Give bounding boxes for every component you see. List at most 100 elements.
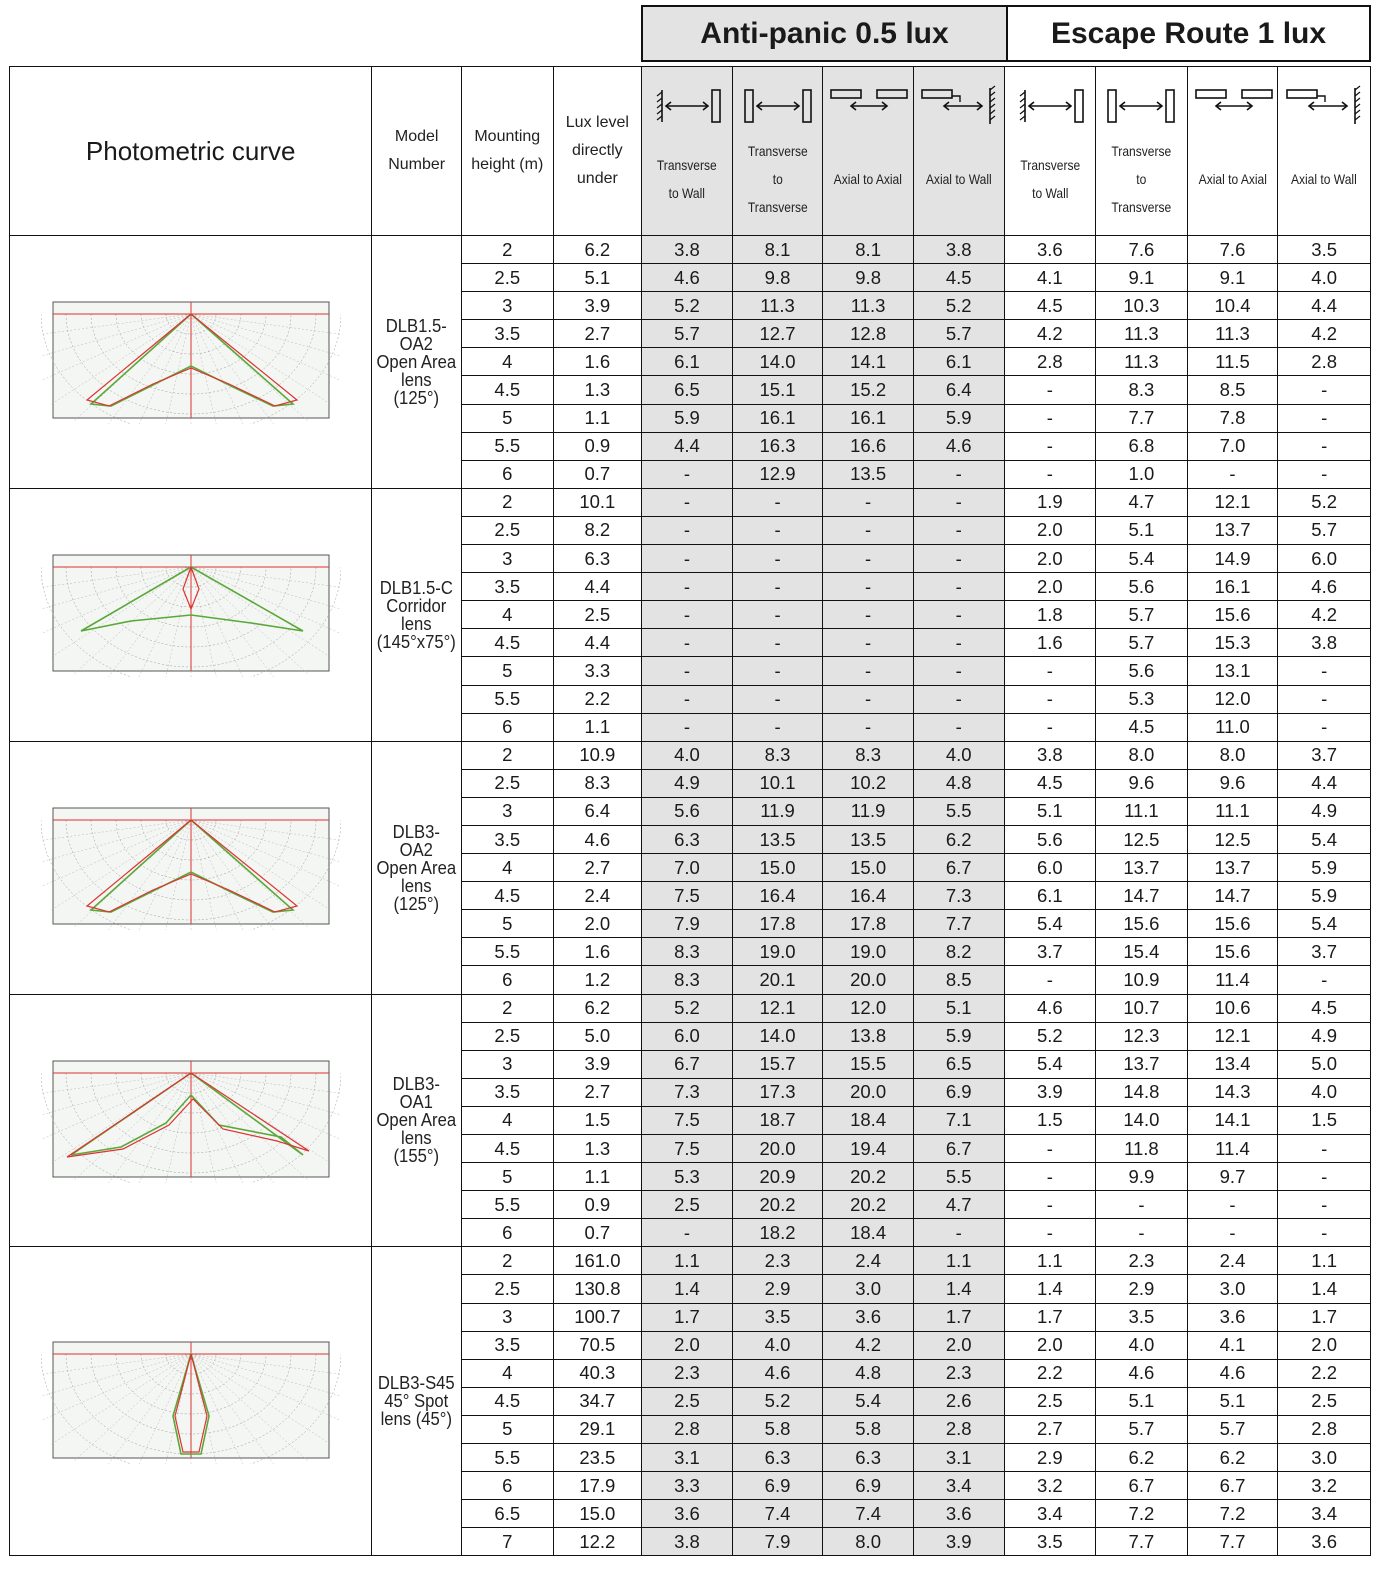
table-row: 5 1.1 5.3 20.9 20.2 5.5-9.9 9.7- [10,1162,1371,1192]
distance-value-cell: 12.5 [1095,824,1188,855]
distance-value-cell: 7.2 [1186,1499,1279,1529]
distance-value-cell: 15.5 [822,1049,914,1079]
distance-value-cell: 5.2 [912,291,1005,321]
distance-value-cell: 4.6 [1003,993,1097,1023]
table-row: 4 2.7 7.0 15.0 15.0 6.7 6.0 13.7 13.7 5.9 [10,853,1371,883]
distance-value-cell: 12.0 [822,993,914,1023]
lux-level-cell: 2.0 [552,909,643,939]
distance-value-cell: 11.8 [1095,1133,1188,1164]
distance-value-cell: 17.8 [731,909,824,939]
distance-value-cell: 5.2 [641,993,733,1023]
distance-value-cell: - [1003,965,1097,995]
distance-value-cell: 5.4 [1277,824,1371,855]
mounting-height-cell: 4 [460,853,554,883]
distance-value-cell: 5.5 [912,1162,1005,1192]
axial-to-axial-icon [824,78,913,134]
distance-value-cell: 3.6 [641,1499,733,1529]
distance-value-cell: - [1277,1218,1371,1248]
distance-value-cell: 11.1 [1095,796,1188,826]
distance-value-cell: 14.8 [1095,1077,1188,1107]
distance-value-cell: 7.2 [1095,1499,1188,1529]
anti-panic-axial-to-axial-header: Axial to Axial [822,66,914,236]
distance-value-cell: 5.1 [1095,1386,1188,1416]
distance-value-cell: 3.5 [731,1302,824,1332]
distance-value-cell: - [641,572,733,602]
distance-value-cell: 4.2 [1277,600,1371,630]
table-row: 3.5 2.7 5.7 12.7 12.8 5.7 4.2 11.3 11.3 4.2 [10,319,1371,349]
distance-value-cell: 17.3 [731,1077,824,1107]
table-row: 3.5 4.6 6.3 13.5 13.5 6.2 5.6 12.5 12.5 5.4 [10,824,1371,855]
distance-value-cell: 12.8 [822,319,914,349]
distance-value-cell: 4.0 [912,740,1005,770]
distance-value-cell: 1.4 [641,1274,733,1304]
distance-value-cell: - [641,600,733,630]
distance-value-cell: 10.7 [1095,993,1188,1023]
table-row: 2.5 5.1 4.6 9.8 9.8 4.5 4.1 9.1 9.1 4.0 [10,263,1371,293]
table-row: 3 6.4 5.6 11.9 11.9 5.5 5.1 11.1 11.1 4.9 [10,796,1371,826]
lux-level-cell: 70.5 [552,1330,643,1360]
table-row: 5.5 0.9 2.5 20.2 20.2 4.7- - - - [10,1190,1371,1220]
distance-value-cell: 11.3 [822,291,914,321]
distance-value-cell: - [1003,1162,1097,1192]
lux-level-cell: 1.6 [552,937,643,967]
mounting-height-cell: 3 [460,544,554,574]
lux-level-cell: 40.3 [552,1358,643,1388]
distance-value-cell: 2.9 [1003,1443,1097,1473]
distance-value-cell: 6.1 [641,347,733,377]
mounting-height-cell: 4.5 [460,1133,554,1164]
distance-value-cell: - [1003,375,1097,405]
distance-value-cell: 4.5 [1277,993,1371,1023]
axial-to-axial-icon [1188,78,1277,134]
distance-value-cell: 20.2 [822,1190,914,1220]
mounting-height-cell: 2.5 [460,515,554,546]
distance-value-cell: 9.6 [1186,768,1279,798]
distance-value-cell: 1.0 [1095,459,1188,489]
distance-value-cell: 11.3 [1095,319,1188,349]
distance-value-cell: 7.1 [912,1105,1005,1136]
mounting-height-cell: 3.5 [460,824,554,855]
distance-value-cell: 10.2 [822,768,914,798]
distance-value-cell: - [822,544,914,574]
lux-level-cell: 1.1 [552,1162,643,1192]
distance-value-cell: 5.7 [641,319,733,349]
distance-value-cell: 7.9 [641,909,733,939]
lux-level-cell: 1.3 [552,1133,643,1164]
photometric-table: Photometric curve Model Number Mounting he… [8,66,1371,1557]
distance-value-cell: - [822,487,914,517]
lux-level-cell: 29.1 [552,1414,643,1445]
distance-value-cell: 5.9 [1277,853,1371,883]
distance-value-cell: 2.8 [641,1414,733,1445]
mounting-height-cell: 3 [460,796,554,826]
distance-value-cell: 4.6 [641,263,733,293]
distance-value-cell: 15.6 [1186,909,1279,939]
distance-value-cell: 4.8 [822,1358,914,1388]
table-row: 5.5 1.6 8.3 19.0 19.0 8.2 3.7 15.4 15.6 3.7 [10,937,1371,967]
distance-value-cell: - [1095,1218,1188,1248]
distance-value-cell: 7.7 [912,909,1005,939]
distance-value-cell: 4.0 [1095,1330,1188,1360]
distance-value-cell: 1.8 [1003,600,1097,630]
distance-value-cell: 13.7 [1095,853,1188,883]
mounting-height-cell: 3.5 [460,1330,554,1360]
distance-value-cell: 4.5 [1095,712,1188,742]
distance-value-cell: 2.9 [1095,1274,1188,1304]
table-row: 2.5 5.0 6.0 14.0 13.8 5.9 5.2 12.3 12.1 4.9 [10,1021,1371,1051]
distance-value-cell: 4.9 [641,768,733,798]
distance-value-cell: 9.7 [1186,1162,1279,1192]
distance-value-cell: - [731,572,824,602]
lux-level-cell: 6.3 [552,544,643,574]
distance-value-cell: - [912,656,1005,686]
mounting-height-cell: 2 [460,740,554,770]
lux-level-cell: 0.9 [552,1190,643,1220]
distance-value-cell: 3.5 [1003,1527,1097,1557]
mounting-height-cell: 2 [460,487,554,517]
distance-value-cell: 14.9 [1186,544,1279,574]
distance-value-cell: 2.3 [731,1246,824,1276]
distance-value-cell: 15.0 [731,853,824,883]
distance-value-cell: 4.6 [731,1358,824,1388]
anti-panic-transverse-to-transverse-header: Transverse to Transverse [731,66,824,236]
distance-value-cell: 5.4 [1003,909,1097,939]
distance-value-cell: 4.5 [912,263,1005,293]
distance-value-cell: - [912,684,1005,714]
distance-value-cell: - [822,515,914,546]
